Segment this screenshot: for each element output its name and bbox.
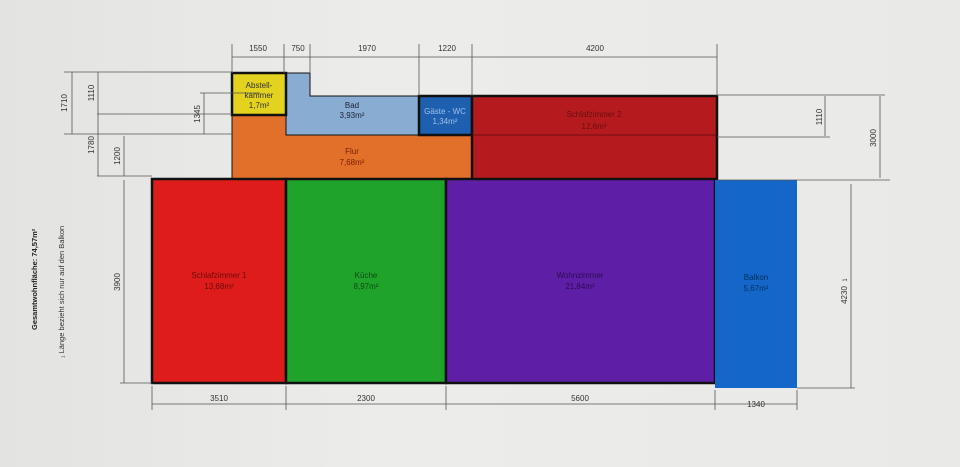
room-wohnzimmer	[444, 177, 717, 385]
dim-bottom-3: 5600	[571, 394, 589, 403]
balkon-area: 5,67m²	[744, 284, 769, 293]
flur-label: Flur	[345, 147, 359, 156]
wohnzimmer-label: Wohnzimmer	[557, 271, 604, 280]
room-gaeste-wc	[417, 94, 474, 137]
top-dimensions: 1550 750 1970 1220 4200	[231, 44, 718, 96]
footnote-text: ₁ Länge bezieht sich nur auf den Balkon	[57, 226, 66, 358]
bottom-dimensions: 3510 2300 5600 1340	[151, 386, 798, 410]
room-balkon	[715, 180, 797, 388]
balkon-label: Balkon	[744, 273, 768, 282]
dim-bottom-2: 2300	[357, 394, 375, 403]
abstellkammer-area: 1,7m²	[249, 101, 270, 110]
dim-top-5: 4200	[586, 44, 604, 53]
dim-right-1110: 1110	[815, 108, 824, 125]
left-dimensions: 1710 1110 1780 1200 1345 3900	[60, 71, 260, 384]
gaeste-wc-area: 1,34m²	[433, 117, 458, 126]
dim-top-4: 1220	[438, 44, 456, 53]
abstellkammer-label-1: Abstell-	[246, 81, 273, 90]
footnote-mark: 1	[843, 278, 849, 282]
dim-left-1780: 1780	[87, 136, 96, 154]
room-kueche	[284, 177, 448, 385]
schlafzimmer-2-area: 12,6m²	[582, 122, 607, 131]
dim-left-1200: 1200	[113, 147, 122, 165]
room-schlafzimmer-1	[150, 177, 288, 385]
wohnzimmer-area: 21,84m²	[565, 282, 595, 291]
flur-area: 7,68m²	[340, 158, 365, 167]
right-dimensions: 1110 3000 4230 1	[717, 94, 890, 389]
kueche-area: 8,97m²	[354, 282, 379, 291]
gaeste-wc-label: Gäste - WC	[424, 107, 466, 116]
room-abstellkammer	[230, 71, 288, 117]
dim-top-3: 1970	[358, 44, 376, 53]
dim-left-1110: 1110	[87, 84, 96, 101]
total-area-note: Gesamtwohnfläche: 74,57m²	[30, 228, 39, 330]
bad-label: Bad	[345, 101, 359, 110]
dim-right-3000: 3000	[869, 129, 878, 147]
room-schlafzimmer-2	[470, 94, 719, 182]
dim-right-4230: 4230	[840, 286, 849, 304]
dim-bottom-4: 1340	[747, 400, 765, 409]
bad-area: 3,93m²	[340, 111, 365, 120]
schlafzimmer-1-label: Schlafzimmer 1	[191, 271, 247, 280]
dim-left-3900: 3900	[113, 273, 122, 291]
schlafzimmer-1-area: 13,68m²	[204, 282, 234, 291]
dim-bottom-1: 3510	[210, 394, 228, 403]
abstellkammer-label-2: kammer	[245, 91, 274, 100]
dim-left-1345: 1345	[193, 105, 202, 123]
dim-left-1710: 1710	[60, 94, 69, 112]
dim-top-2: 750	[291, 44, 305, 53]
dim-top-1: 1550	[249, 44, 267, 53]
kueche-label: Küche	[355, 271, 378, 280]
schlafzimmer-2-label: Schlafzimmer 2	[566, 110, 622, 119]
